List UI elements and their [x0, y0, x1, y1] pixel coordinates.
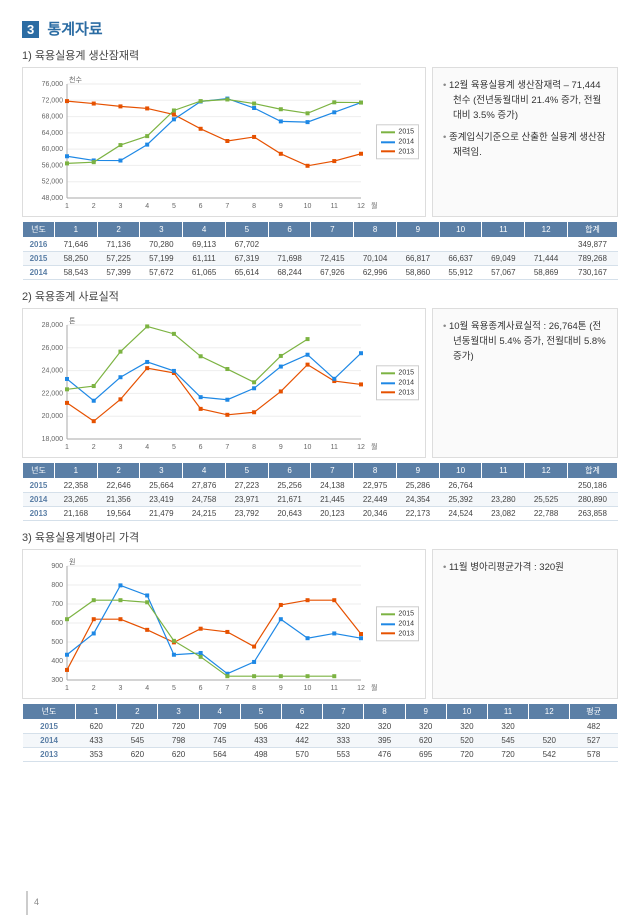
svg-text:7: 7	[225, 444, 229, 451]
svg-text:22,000: 22,000	[42, 390, 64, 397]
svg-text:9: 9	[279, 203, 283, 210]
svg-text:9: 9	[279, 444, 283, 451]
svg-text:10: 10	[304, 685, 312, 692]
svg-text:76,000: 76,000	[42, 81, 64, 88]
svg-text:20,000: 20,000	[42, 413, 64, 420]
sub2-chart: 18,00020,00022,00024,00026,00028,0001234…	[22, 308, 426, 458]
svg-text:1: 1	[65, 203, 69, 210]
svg-text:2: 2	[92, 685, 96, 692]
sub3-table: 년도123456789101112평균201562072072070950642…	[22, 703, 618, 762]
svg-text:8: 8	[252, 203, 256, 210]
svg-text:24,000: 24,000	[42, 368, 64, 375]
section-title: 통계자료	[47, 21, 102, 38]
svg-text:9: 9	[279, 685, 283, 692]
sub2-block: 18,00020,00022,00024,00026,00028,0001234…	[22, 308, 618, 458]
svg-text:12: 12	[357, 203, 365, 210]
svg-text:3: 3	[119, 444, 123, 451]
svg-text:6: 6	[199, 203, 203, 210]
svg-text:72,000: 72,000	[42, 97, 64, 104]
svg-text:1: 1	[65, 444, 69, 451]
sub3-legend: 201520142013	[376, 606, 419, 641]
sub1-notes: 12월 육용실용계 생산잠재력 – 71,444천수 (전년동월대비 21.4%…	[432, 67, 618, 217]
svg-text:26,000: 26,000	[42, 345, 64, 352]
svg-text:3: 3	[119, 685, 123, 692]
svg-text:56,000: 56,000	[42, 162, 64, 169]
svg-text:700: 700	[51, 601, 63, 608]
svg-text:3: 3	[119, 203, 123, 210]
svg-text:10: 10	[304, 203, 312, 210]
sub2-table: 년도123456789101112합계201522,35822,64625,66…	[22, 462, 618, 521]
svg-text:500: 500	[51, 639, 63, 646]
sub1-chart: 48,000 52,000 56,000 60,000 64,000 68,000 72,0…	[22, 67, 426, 217]
svg-text:월: 월	[371, 201, 377, 210]
svg-text:900: 900	[51, 563, 63, 570]
svg-text:8: 8	[252, 444, 256, 451]
sub3-title: 3) 육용실용계병아리 가격	[22, 529, 618, 545]
sub2-notes: 10월 육용종계사료실적 : 26,764톤 (전년동월대비 5.4% 증가, …	[432, 308, 618, 458]
svg-text:18,000: 18,000	[42, 436, 64, 443]
sub2-title: 2) 육용종계 사료실적	[22, 288, 618, 304]
svg-text:6: 6	[199, 685, 203, 692]
svg-text:60,000: 60,000	[42, 146, 64, 153]
svg-text:8: 8	[252, 685, 256, 692]
svg-text:11: 11	[331, 203, 338, 210]
svg-text:2: 2	[92, 444, 96, 451]
svg-text:400: 400	[51, 658, 63, 665]
svg-text:7: 7	[225, 203, 229, 210]
section-number: 3	[22, 21, 39, 38]
sub1-title: 1) 육용실용계 생산잠재력	[22, 47, 618, 63]
svg-text:12: 12	[357, 685, 365, 692]
svg-text:원: 원	[69, 557, 75, 566]
svg-text:4: 4	[145, 203, 149, 210]
svg-text:톤: 톤	[69, 317, 76, 325]
svg-text:52,000: 52,000	[42, 179, 64, 186]
svg-text:2: 2	[92, 203, 96, 210]
svg-text:12: 12	[357, 444, 365, 451]
page-number: 4	[26, 891, 39, 915]
svg-text:4: 4	[145, 444, 149, 451]
sub1-legend: 201520142013	[376, 124, 419, 159]
svg-text:11: 11	[331, 444, 338, 451]
sub3-block: 300400500600700800900123456789101112월원 2…	[22, 549, 618, 699]
svg-text:11: 11	[331, 685, 338, 692]
svg-text:5: 5	[172, 444, 176, 451]
svg-text:68,000: 68,000	[42, 114, 64, 121]
svg-text:5: 5	[172, 203, 176, 210]
sub2-legend: 201520142013	[376, 365, 419, 400]
svg-text:1: 1	[65, 685, 69, 692]
svg-text:600: 600	[51, 620, 63, 627]
svg-text:48,000: 48,000	[42, 195, 64, 202]
svg-text:28,000: 28,000	[42, 322, 64, 329]
svg-text:64,000: 64,000	[42, 130, 64, 137]
svg-text:4: 4	[145, 685, 149, 692]
sub1-block: 48,000 52,000 56,000 60,000 64,000 68,000 72,0…	[22, 67, 618, 217]
svg-text:300: 300	[51, 677, 63, 684]
svg-text:천수: 천수	[69, 75, 82, 84]
sub3-chart: 300400500600700800900123456789101112월원 2…	[22, 549, 426, 699]
svg-text:5: 5	[172, 685, 176, 692]
svg-text:7: 7	[225, 685, 229, 692]
svg-text:6: 6	[199, 444, 203, 451]
svg-text:800: 800	[51, 582, 63, 589]
svg-text:월: 월	[371, 683, 377, 692]
svg-text:월: 월	[371, 442, 377, 451]
sub1-table: 년도123456789101112합계201671,64671,13670,28…	[22, 221, 618, 280]
svg-text:10: 10	[304, 444, 312, 451]
sub3-notes: 11월 병아리평균가격 : 320원	[432, 549, 618, 699]
section-header: 3 통계자료	[22, 18, 618, 39]
